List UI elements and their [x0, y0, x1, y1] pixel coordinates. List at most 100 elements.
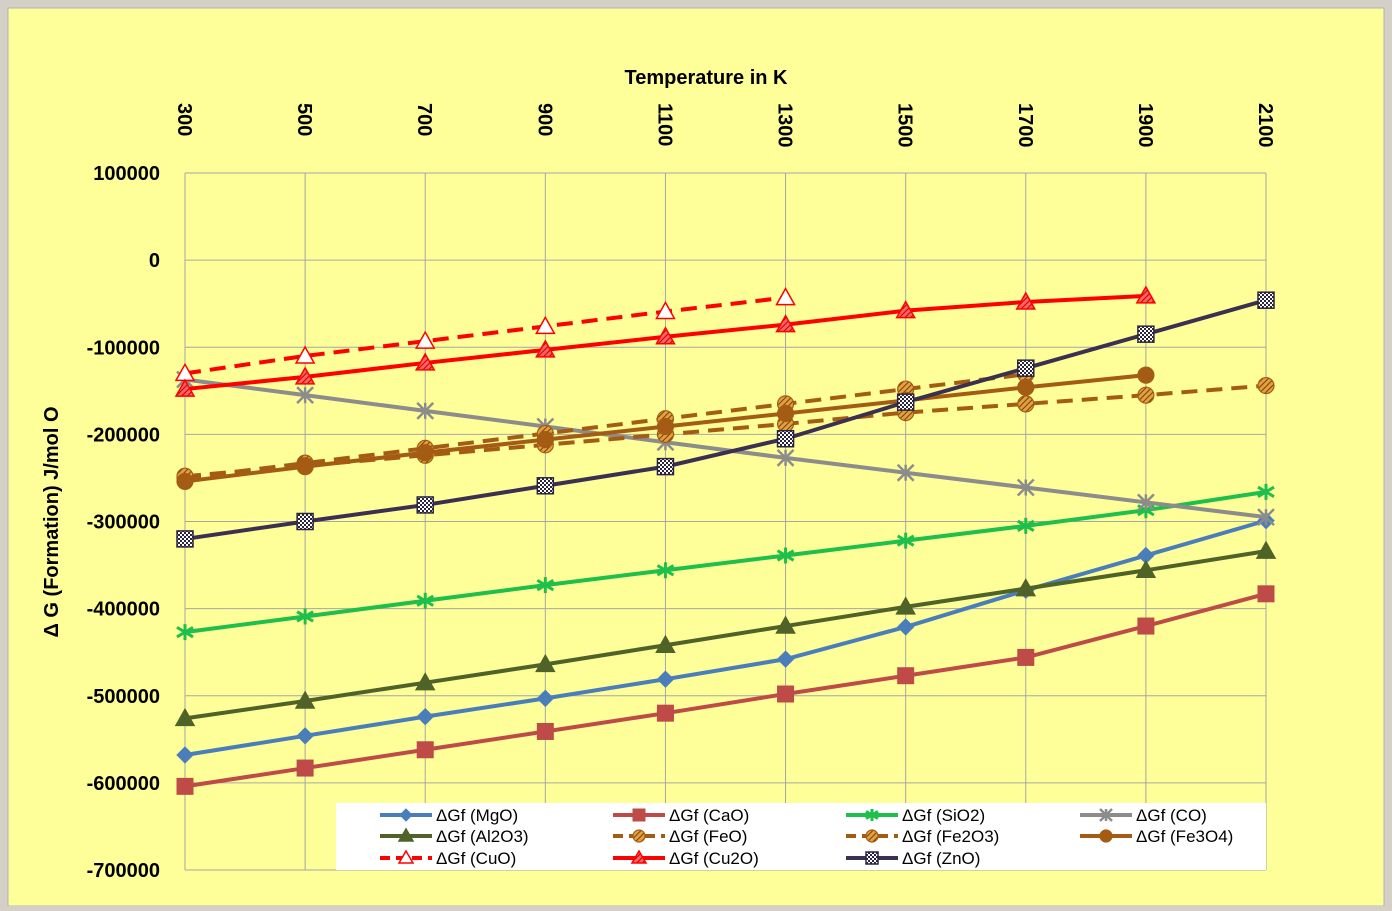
data-point-marker	[536, 722, 554, 740]
data-point-marker	[1137, 493, 1155, 512]
data-point-marker	[1135, 285, 1157, 304]
data-point-marker	[655, 634, 676, 653]
data-point-marker	[399, 808, 413, 822]
data-point-marker	[776, 429, 795, 448]
data-point-marker	[1016, 478, 1035, 497]
data-point-marker	[865, 809, 879, 821]
data-point-marker	[1017, 359, 1035, 377]
legend-entry: ΔGf (SiO2)	[846, 806, 985, 825]
data-point-marker	[397, 849, 415, 864]
series-line	[184, 518, 1267, 757]
legend-label: ΔGf (CaO)	[669, 806, 749, 825]
data-point-marker	[1017, 648, 1035, 666]
data-point-marker	[176, 530, 194, 548]
legend-label: ΔGf (Al2O3)	[436, 827, 529, 846]
data-point-marker	[1099, 808, 1113, 822]
legend-entry: ΔGf (CO)	[1080, 806, 1207, 825]
y-tick-label: -600000	[87, 773, 160, 795]
data-point-marker	[896, 532, 915, 549]
data-point-marker	[414, 330, 436, 349]
data-point-marker	[536, 477, 555, 495]
data-point-marker	[865, 851, 879, 865]
data-point-marker	[1017, 395, 1035, 413]
series--gf-al2o3-	[174, 540, 1277, 727]
data-point-marker	[296, 512, 314, 531]
x-tick-label: 900	[533, 103, 555, 136]
data-point-marker	[416, 401, 435, 420]
y-tick-label: -300000	[87, 512, 160, 534]
data-point-marker	[896, 618, 915, 636]
data-point-marker	[296, 608, 314, 625]
legend-label: ΔGf (CO)	[1136, 806, 1207, 825]
data-point-marker	[535, 653, 556, 673]
data-point-marker	[656, 417, 675, 436]
legend-entry: ΔGf (MgO)	[380, 806, 518, 825]
data-point-marker	[1257, 291, 1275, 309]
data-point-marker	[775, 287, 796, 306]
y-tick-label: 0	[149, 250, 160, 272]
legend-entry: ΔGf (CuO)	[380, 849, 516, 868]
data-point-marker	[176, 624, 194, 641]
legend-label: ΔGf (FeO)	[669, 827, 747, 846]
data-point-marker	[775, 615, 796, 634]
x-tick-label: 1700	[1014, 103, 1036, 148]
legend-label: ΔGf (Fe2O3)	[902, 827, 999, 846]
legend-label: ΔGf (SiO2)	[902, 806, 985, 825]
data-point-marker	[1257, 483, 1275, 500]
data-point-marker	[1257, 508, 1275, 527]
legend-entry: ΔGf (Al2O3)	[380, 827, 529, 846]
data-point-marker	[1017, 378, 1035, 396]
y-tick-label: 100000	[93, 163, 160, 185]
x-tick-label: 1300	[774, 103, 796, 148]
data-point-marker	[176, 746, 194, 764]
data-point-marker	[536, 689, 555, 708]
data-point-marker	[895, 596, 916, 615]
data-point-marker	[294, 690, 316, 709]
data-point-marker	[1135, 559, 1157, 579]
data-point-marker	[176, 472, 194, 491]
data-point-marker	[294, 366, 316, 385]
data-point-marker	[176, 777, 194, 795]
chart-frame	[7, 7, 1385, 907]
series-line	[184, 549, 1267, 721]
series--gf-co-	[176, 370, 1275, 527]
data-point-marker	[414, 672, 436, 691]
x-tick-label: 2100	[1254, 103, 1276, 148]
x-tick-label: 1500	[894, 103, 916, 148]
x-axis: 300 500 700 900 1100 1300 1500 1700 1900 2100	[173, 103, 1276, 148]
y-tick-label: -100000	[87, 337, 160, 359]
data-point-marker	[1015, 291, 1037, 310]
data-point-marker	[776, 404, 795, 423]
data-point-marker	[1137, 366, 1155, 384]
data-point-marker	[656, 670, 675, 688]
y-axis-title: Δ G (Formation) J/mol O	[41, 406, 63, 637]
x-tick-label: 300	[173, 103, 195, 136]
data-point-marker	[775, 314, 796, 333]
data-point-marker	[174, 707, 196, 727]
data-point-marker	[174, 378, 196, 397]
data-point-marker	[655, 326, 676, 345]
y-tick-label: -700000	[87, 860, 160, 882]
data-point-marker	[296, 458, 314, 476]
legend-label: ΔGf (Fe3O4)	[1136, 827, 1233, 846]
x-tick-label: 700	[413, 103, 435, 136]
data-point-marker	[1137, 386, 1155, 404]
x-tick-label: 500	[293, 103, 315, 136]
data-point-marker	[1255, 540, 1277, 559]
data-point-marker	[397, 827, 415, 842]
legend-label: ΔGf (Cu2O)	[669, 849, 759, 868]
legend-entry: ΔGf (FeO)	[613, 827, 747, 846]
data-point-marker	[1017, 517, 1035, 534]
series-line	[184, 298, 1267, 541]
data-point-marker	[776, 547, 795, 564]
data-point-marker	[1099, 829, 1113, 843]
legend-label: ΔGf (MgO)	[436, 806, 518, 825]
x-tick-label: 1900	[1134, 103, 1156, 148]
data-point-marker	[1015, 578, 1037, 597]
data-point-marker	[416, 496, 434, 514]
series--gf-fe3o4-	[176, 366, 1155, 491]
series-line	[184, 377, 1267, 520]
series-layer	[174, 285, 1277, 795]
y-tick-label: -500000	[87, 686, 160, 708]
series-line	[184, 372, 1027, 480]
